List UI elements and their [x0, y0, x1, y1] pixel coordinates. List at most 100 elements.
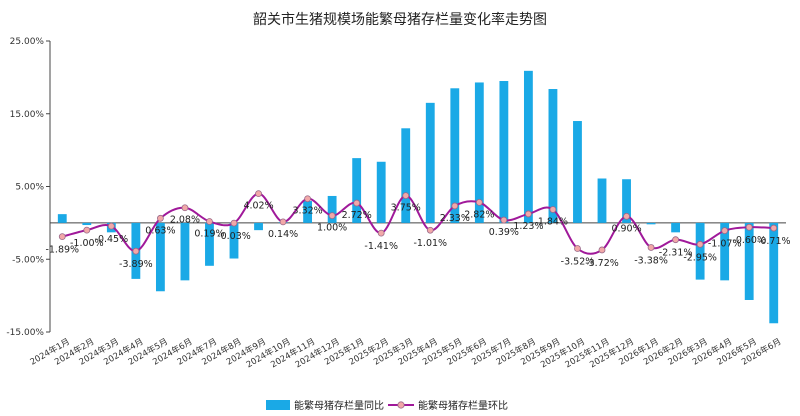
line-point — [304, 195, 312, 203]
bar — [622, 179, 631, 223]
data-label: -3.52% — [561, 256, 595, 267]
data-label: -0.60% — [732, 235, 766, 246]
line-point — [255, 190, 262, 198]
bar — [720, 222, 730, 281]
data-label: -0.45% — [95, 234, 129, 245]
data-label: 1.00% — [317, 223, 347, 234]
bar — [254, 222, 263, 231]
bar-series — [57, 70, 779, 324]
bar — [57, 214, 67, 223]
line-point — [745, 223, 753, 231]
line-point — [451, 202, 459, 210]
bar — [327, 195, 337, 223]
data-label: 2.33% — [440, 213, 470, 224]
data-label: -3.89% — [119, 259, 153, 270]
data-label: -1.89% — [45, 245, 79, 256]
line-point — [206, 218, 213, 225]
data-labels: -1.89%-1.00%-0.45%-3.89%0.63%2.08%0.19%-… — [45, 201, 790, 271]
bar — [695, 222, 705, 280]
line-point — [770, 224, 778, 232]
bar — [303, 201, 313, 223]
chart-title: 韶关市生猪规模场能繁母猪存栏量变化率走势图 — [253, 11, 547, 28]
data-label: 0.14% — [268, 229, 298, 240]
line-point — [475, 198, 483, 206]
legend-bar-label: 能繁母猪存栏量同比 — [294, 399, 384, 412]
line-point — [377, 229, 385, 237]
line-point — [353, 199, 361, 207]
data-label: -1.41% — [364, 241, 398, 252]
line-point — [549, 206, 557, 213]
legend: 能繁母猪存栏量同比 能繁母猪存栏量环比 — [266, 399, 508, 412]
line-point — [672, 236, 679, 244]
bar — [646, 222, 656, 225]
bar — [229, 222, 239, 259]
line-point — [58, 233, 66, 241]
line-point — [426, 226, 434, 234]
data-label: -1.07% — [708, 239, 742, 250]
bar — [180, 222, 190, 281]
bar — [523, 70, 533, 223]
line-point — [623, 212, 630, 220]
line-point — [83, 226, 91, 234]
y-tick-label: 25.00% — [10, 37, 45, 47]
line-point — [721, 227, 729, 235]
data-label: 0.39% — [489, 227, 519, 238]
bar — [155, 222, 165, 292]
y-tick-label: 5.00% — [15, 183, 44, 193]
line-point — [525, 210, 532, 218]
line-point — [647, 244, 655, 251]
bar — [352, 158, 362, 223]
data-label: 2.08% — [170, 215, 200, 226]
bar — [769, 222, 779, 324]
line-point — [598, 246, 606, 254]
legend-bar-swatch — [266, 400, 290, 410]
data-label: -1.00% — [70, 238, 104, 249]
data-label: -1.01% — [413, 238, 447, 249]
line-point — [181, 204, 189, 212]
data-label: -0.71% — [757, 236, 791, 247]
y-tick-label: -15.00% — [6, 328, 44, 338]
line-point — [696, 240, 704, 248]
line-point — [132, 247, 140, 255]
data-label: -2.31% — [659, 248, 693, 259]
data-label: 4.02% — [243, 201, 273, 212]
data-label: -3.38% — [634, 255, 668, 266]
line-point — [279, 218, 287, 226]
data-label: 0.90% — [611, 223, 641, 234]
data-label: 1.23% — [513, 221, 543, 232]
line-point — [230, 219, 238, 227]
y-tick-label: 15.00% — [10, 110, 45, 120]
line-point — [500, 216, 508, 224]
line-point — [328, 212, 336, 220]
bar — [82, 222, 92, 226]
line-point — [402, 192, 410, 199]
bar — [401, 128, 411, 223]
bar — [205, 222, 214, 266]
line-series — [58, 190, 778, 255]
bar — [744, 222, 754, 300]
bar — [474, 82, 484, 223]
line-point — [107, 222, 115, 230]
legend-line-label: 能繁母猪存栏量环比 — [418, 399, 508, 412]
bar — [548, 89, 558, 223]
line-point — [574, 245, 581, 252]
data-label: 2.82% — [464, 209, 494, 220]
line-point — [156, 214, 164, 222]
data-label: -0.03% — [217, 231, 251, 242]
data-label: 1.84% — [538, 216, 568, 227]
data-label: 0.19% — [194, 228, 224, 239]
data-label: -2.95% — [683, 252, 717, 263]
data-label: 3.75% — [391, 203, 421, 214]
data-label: -3.72% — [585, 258, 619, 269]
data-label: 2.72% — [342, 210, 372, 221]
y-tick-label: -5.00% — [12, 255, 44, 265]
data-label: 0.63% — [145, 225, 175, 236]
data-label: 3.32% — [293, 206, 323, 217]
bar — [499, 81, 509, 223]
bar — [376, 161, 386, 223]
bar — [450, 88, 460, 223]
bar — [671, 222, 681, 233]
axes: 25.00% 15.00% 5.00% -5.00% -15.00% — [6, 37, 786, 338]
